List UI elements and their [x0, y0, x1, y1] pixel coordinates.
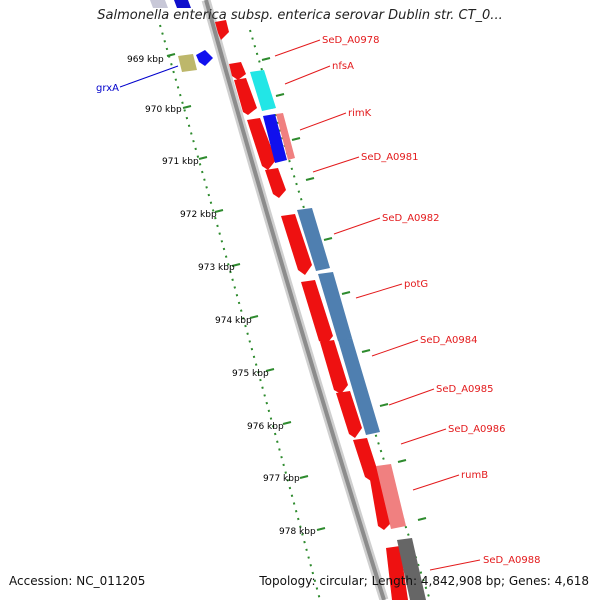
gene-label-potG: potG [404, 279, 428, 290]
gene-grxA-olive [178, 54, 197, 72]
gene-arrow [320, 340, 348, 394]
gene-arrow [229, 62, 246, 80]
kbp-label: 972 kbp [180, 210, 217, 220]
map-title: Salmonella enterica subsp. enterica sero… [97, 8, 503, 23]
outer-ticks [261, 57, 427, 521]
gene-label-grxA: grxA [96, 83, 119, 94]
gene-pink [376, 464, 406, 529]
gene-label-SeD_A0982: SeD_A0982 [382, 213, 440, 224]
gene-label-SeD_A0988: SeD_A0988 [483, 555, 541, 566]
gene-blue [263, 114, 287, 163]
kbp-label: 970 kbp [145, 105, 182, 115]
gene-dark-grey [397, 538, 426, 600]
gene-label-nfsA: nfsA [332, 61, 354, 72]
gene-label-SeD_A0978: SeD_A0978 [322, 35, 380, 46]
kbp-labels: 969 kbp 970 kbp 971 kbp 972 kbp 973 kbp … [127, 55, 316, 537]
gene-arrow [247, 118, 276, 170]
kbp-label: 978 kbp [279, 527, 316, 537]
kbp-label: 976 kbp [247, 422, 284, 432]
gene-blue-arrow [196, 50, 213, 66]
grxA-leader [119, 65, 179, 88]
kbp-label: 969 kbp [127, 55, 164, 65]
gene-arrow [336, 391, 362, 438]
gene-label-SeD_A0986: SeD_A0986 [448, 424, 506, 435]
gene-cyan [250, 70, 276, 111]
kbp-label: 974 kbp [215, 316, 252, 326]
backbone [204, 0, 386, 600]
inner-ticks [166, 53, 326, 531]
gene-label-rumB: rumB [461, 470, 488, 481]
gene-arrow [386, 546, 408, 600]
gene-arrow [265, 168, 286, 198]
top-gene-grey [150, 0, 168, 8]
label-leaders [274, 39, 481, 571]
gene-label-SeD_A0984: SeD_A0984 [420, 335, 478, 346]
gene-label-SeD_A0981: SeD_A0981 [361, 152, 419, 163]
gene-label-rimK: rimK [348, 108, 372, 119]
gene-arrow [368, 466, 392, 530]
gene-steelblue [338, 338, 380, 435]
kbp-label: 975 kbp [232, 369, 269, 379]
gene-pink [276, 113, 295, 160]
accession-text: Accession: NC_011205 [9, 574, 146, 588]
kbp-label: 973 kbp [198, 263, 235, 273]
gene-steelblue [318, 272, 352, 341]
kbp-label: 977 kbp [263, 474, 300, 484]
gene-labels: SeD_A0978 nfsA rimK SeD_A0981 SeD_A0982 … [96, 35, 541, 566]
gene-arrow [281, 214, 312, 275]
gene-label-SeD_A0985: SeD_A0985 [436, 384, 494, 395]
inner-dotted-ring [159, 24, 321, 600]
top-gene-blue [174, 0, 191, 8]
gene-arrow [215, 20, 229, 40]
gene-steelblue [297, 208, 330, 271]
gene-arrow [234, 78, 257, 115]
kbp-label: 971 kbp [162, 157, 199, 167]
gene-arrow [301, 280, 333, 345]
genome-summary-text: Topology: circular; Length: 4,842,908 bp… [259, 574, 589, 588]
